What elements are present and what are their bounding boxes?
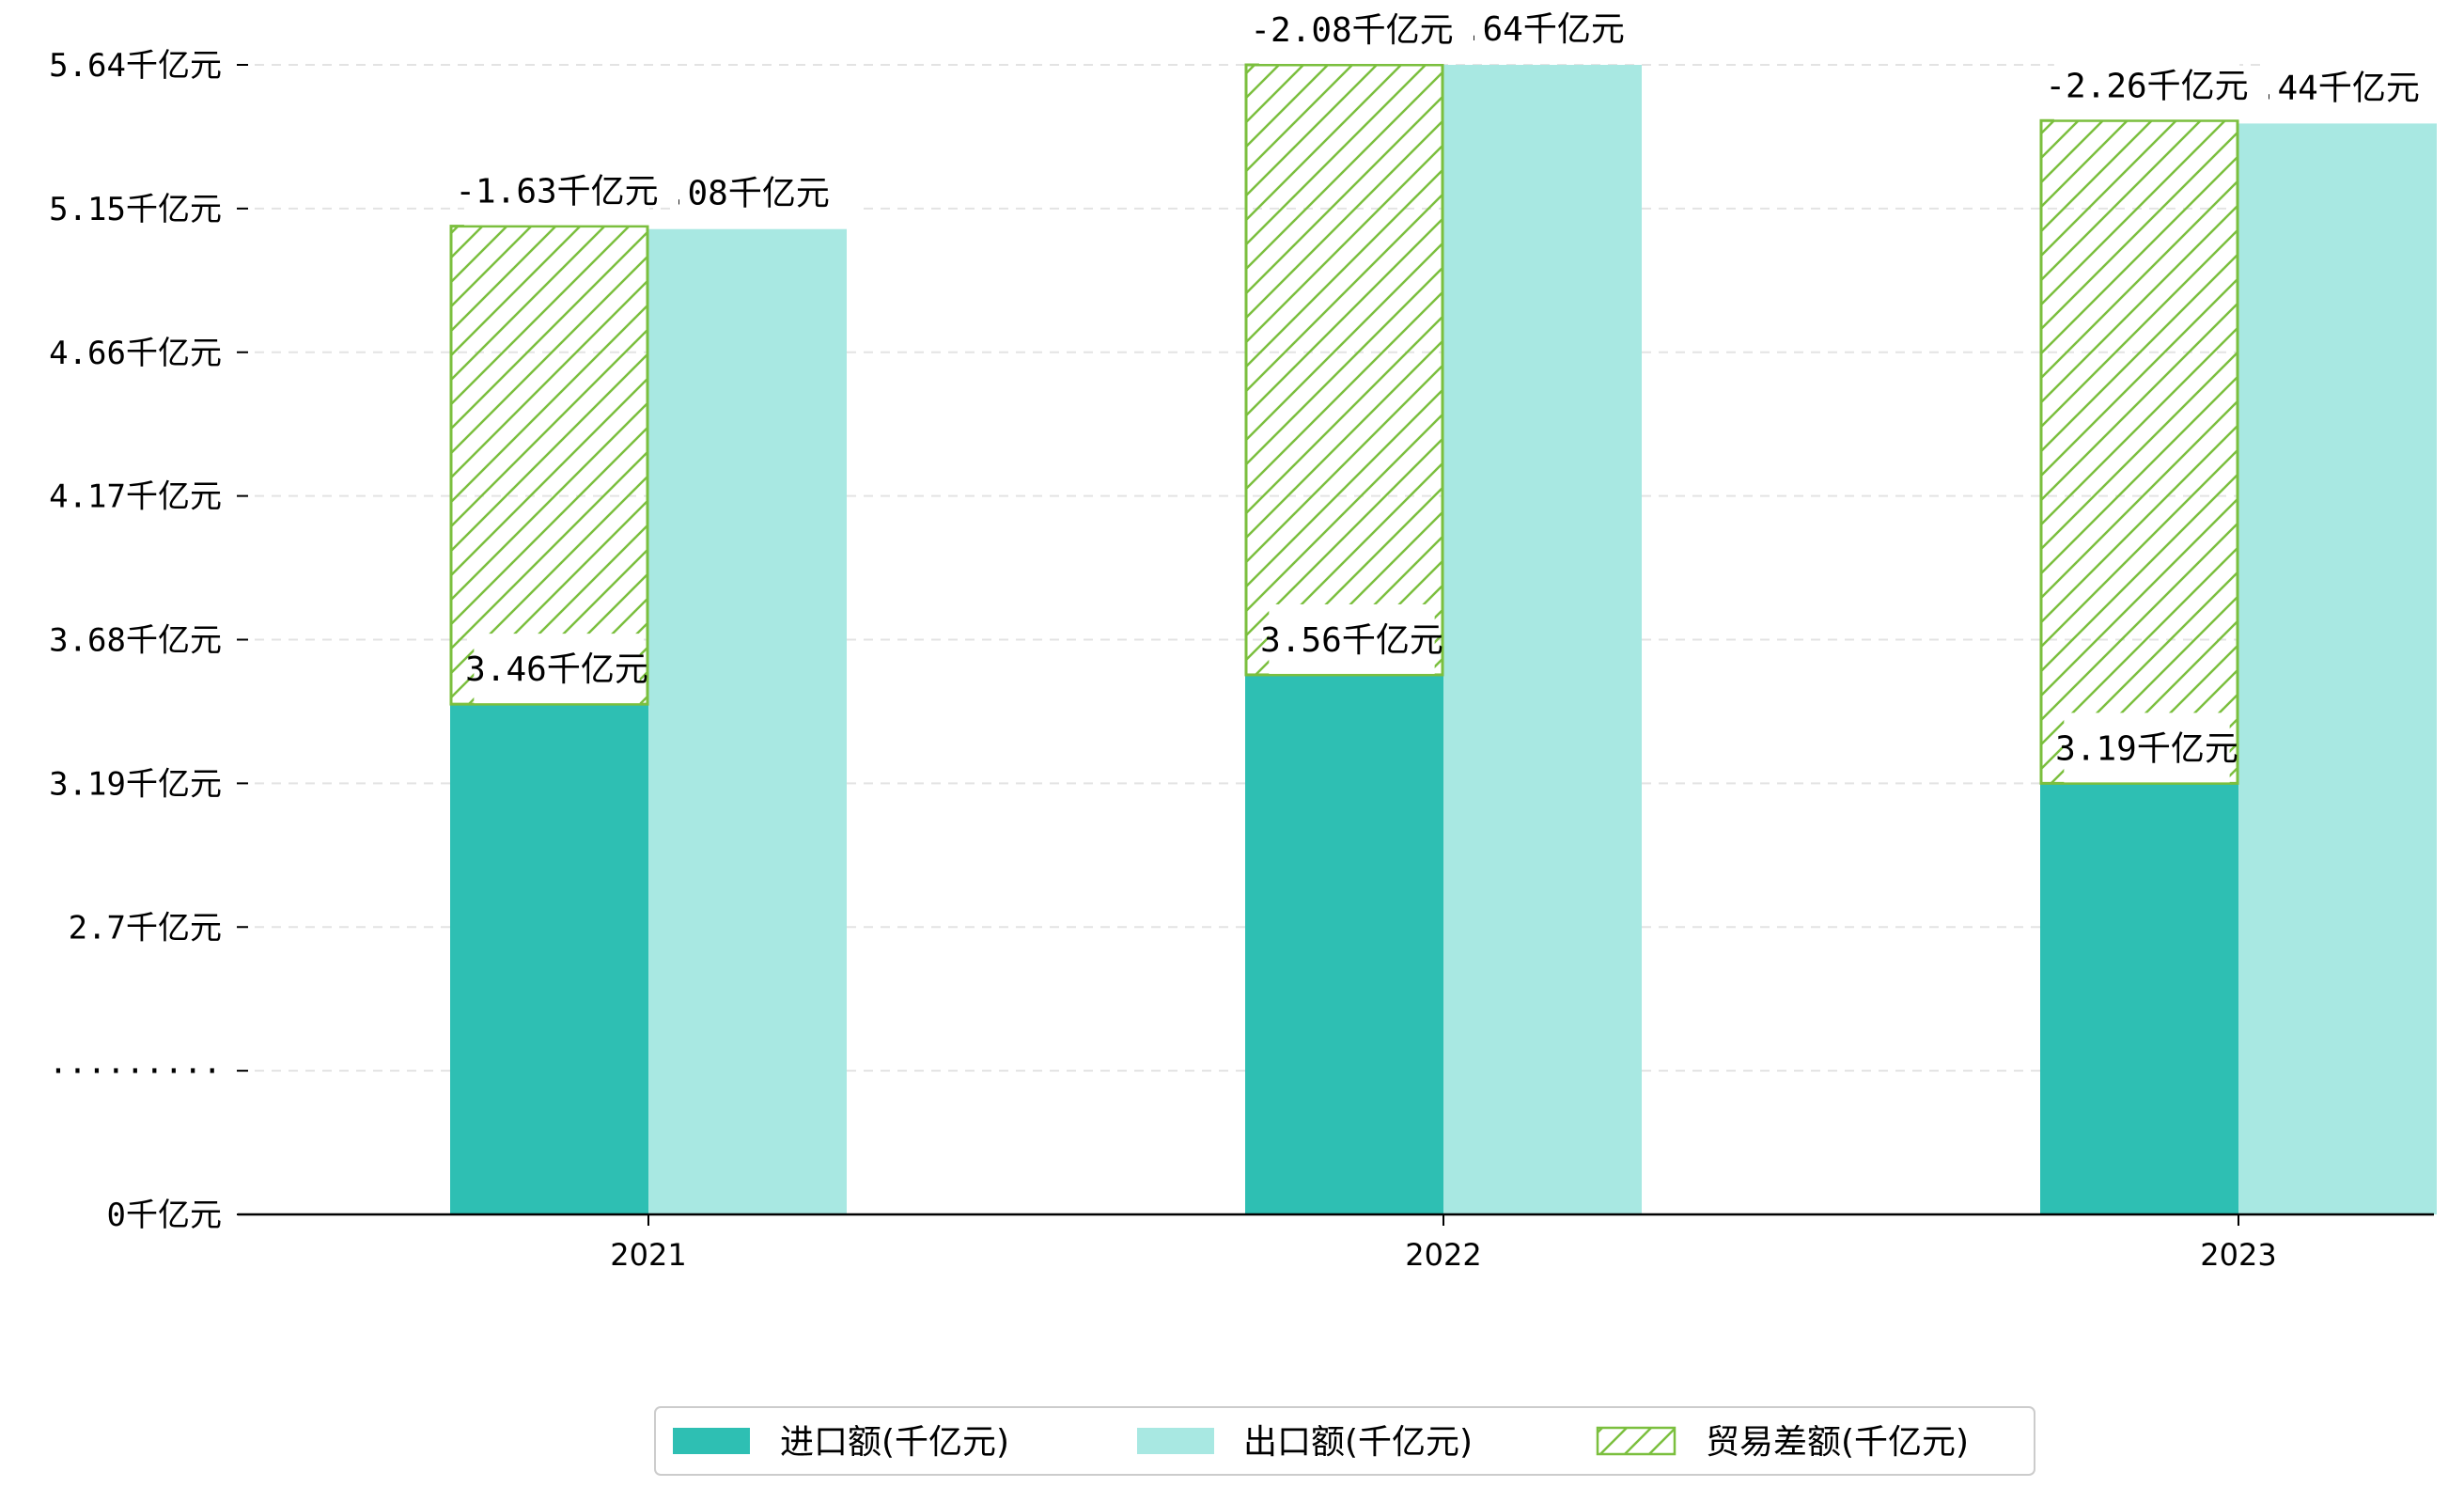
import-value-label-bg [474,634,640,704]
balance-value-label: -1.63千亿元 [455,173,658,211]
x-tick-label: 2023 [2200,1237,2276,1273]
legend-swatch [1137,1428,1214,1454]
y-tick-label: 4.66千亿元 [49,335,222,372]
export-value-label-bg [672,157,860,227]
legend-label: 出口额(千亿元) [1243,1423,1473,1462]
import-bar [450,704,648,1214]
export-value-label-bg [1467,0,1655,63]
export-value-label: 5.44千亿元 [2237,69,2420,107]
export-value-label-group: 5.44千亿元 [2237,52,2450,122]
import-value-label: 3.56千亿元 [1260,621,1443,660]
balance-bar [449,225,649,706]
export-bar [2238,123,2437,1215]
balance-value-label-group: -1.63千亿元 [455,155,659,226]
y-tick-label: 2.7千亿元 [69,909,222,947]
balance-value-label-group: -2.26千亿元 [2045,50,2249,120]
axes: 0千亿元 ········· 2.7千亿元 3.19千亿元 3.68千亿元 4.17千亿元… [49,47,2434,1273]
export-value-label: 5.64千亿元 [1442,10,1625,49]
balance-bar [2039,118,2239,785]
y-tick-label: 3.68千亿元 [49,622,222,660]
y-tick-label: 5.15千亿元 [49,191,222,228]
balance-bar [1244,63,1444,677]
legend: 进口额(千亿元) 出口额(千亿元) 贸易差额(千亿元) [654,1406,2035,1476]
export-bar [1443,65,1642,1214]
export-value-label: 5.08千亿元 [647,175,830,213]
import-value-label-bg [1269,603,1435,674]
y-tick-label: 0千亿元 [107,1197,222,1234]
balance-value-label: -2.08千亿元 [1250,11,1453,50]
balance-value-label-bg [463,155,650,226]
balance-value-label-bg [1258,0,1445,64]
x-tick-label: 2022 [1405,1237,1481,1273]
legend-label: 贸易差额(千亿元) [1706,1423,1969,1462]
balance-value-label: -2.26千亿元 [2045,67,2248,105]
import-value-label: 3.19千亿元 [2055,729,2238,768]
legend-swatch-hatched [1596,1426,1676,1456]
export-value-label-group: 5.08千亿元 [647,157,860,227]
y-tick-label: ········· [49,1053,222,1090]
import-value-label: 3.46千亿元 [465,650,648,689]
import-value-label-bg [2064,712,2230,783]
y-tick-label: 4.17千亿元 [49,478,222,516]
legend-box [654,1406,2035,1476]
balance-value-label-group: -2.08千亿元 [1250,0,1454,64]
import-value-label-group: 3.46千亿元 [465,634,648,704]
legend-swatch [673,1428,750,1454]
y-tick-label: 3.19千亿元 [49,765,222,803]
y-tick-label: 5.64千亿元 [49,47,222,85]
import-bar [2040,783,2238,1214]
export-value-label-bg [2262,52,2450,122]
bars [449,63,2437,1215]
import-value-label-group: 3.19千亿元 [2055,712,2238,783]
balance-value-label-bg [2053,50,2240,120]
export-bar [648,228,847,1215]
export-value-label-group: 5.64千亿元 [1442,0,1655,63]
legend-label: 进口额(千亿元) [780,1423,1009,1462]
import-value-label-group: 3.56千亿元 [1260,603,1443,674]
x-tick-label: 2021 [610,1237,686,1273]
import-bar [1245,674,1443,1214]
